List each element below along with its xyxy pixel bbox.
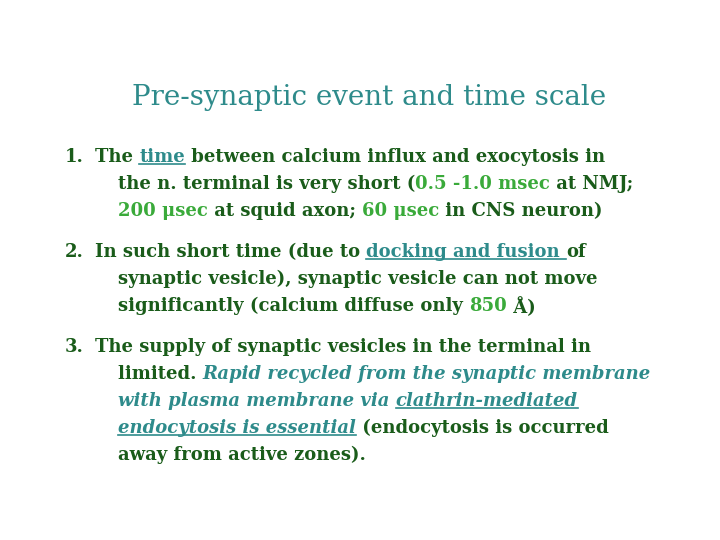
Text: at squid axon;: at squid axon; bbox=[208, 202, 362, 220]
Text: The: The bbox=[95, 148, 139, 166]
Text: Rapid recycled from the synaptic membrane: Rapid recycled from the synaptic membran… bbox=[203, 365, 651, 383]
Text: docking and fusion: docking and fusion bbox=[366, 243, 566, 261]
Text: 3.: 3. bbox=[65, 338, 84, 356]
Text: 850: 850 bbox=[469, 297, 507, 315]
Text: clathrin-mediated: clathrin-mediated bbox=[395, 392, 577, 410]
Text: the n. terminal is very short (: the n. terminal is very short ( bbox=[118, 175, 415, 193]
Text: 200 μsec: 200 μsec bbox=[118, 202, 208, 220]
Text: (endocytosis is occurred: (endocytosis is occurred bbox=[356, 419, 608, 437]
Text: in CNS neuron): in CNS neuron) bbox=[439, 202, 603, 220]
Text: In such short time (due to: In such short time (due to bbox=[95, 243, 366, 261]
Text: significantly (calcium diffuse only: significantly (calcium diffuse only bbox=[118, 297, 469, 315]
Text: 2.: 2. bbox=[65, 243, 84, 261]
Text: The supply of synaptic vesicles in the terminal in: The supply of synaptic vesicles in the t… bbox=[95, 338, 591, 356]
Text: time: time bbox=[139, 148, 185, 166]
Text: endocytosis is essential: endocytosis is essential bbox=[118, 419, 356, 437]
Text: 60 μsec: 60 μsec bbox=[362, 202, 439, 220]
Text: 0.5 -1.0 msec: 0.5 -1.0 msec bbox=[415, 175, 550, 193]
Text: between calcium influx and exocytosis in: between calcium influx and exocytosis in bbox=[185, 148, 605, 166]
Text: away from active zones).: away from active zones). bbox=[118, 446, 366, 464]
Text: synaptic vesicle), synaptic vesicle can not move: synaptic vesicle), synaptic vesicle can … bbox=[118, 270, 598, 288]
Text: 1.: 1. bbox=[65, 148, 84, 166]
Text: limited.: limited. bbox=[118, 365, 203, 383]
Text: with plasma membrane via: with plasma membrane via bbox=[118, 392, 395, 410]
Text: Pre-synaptic event and time scale: Pre-synaptic event and time scale bbox=[132, 84, 606, 111]
Text: Å): Å) bbox=[507, 297, 536, 317]
Text: of: of bbox=[566, 243, 586, 261]
Text: at NMJ;: at NMJ; bbox=[550, 175, 634, 193]
